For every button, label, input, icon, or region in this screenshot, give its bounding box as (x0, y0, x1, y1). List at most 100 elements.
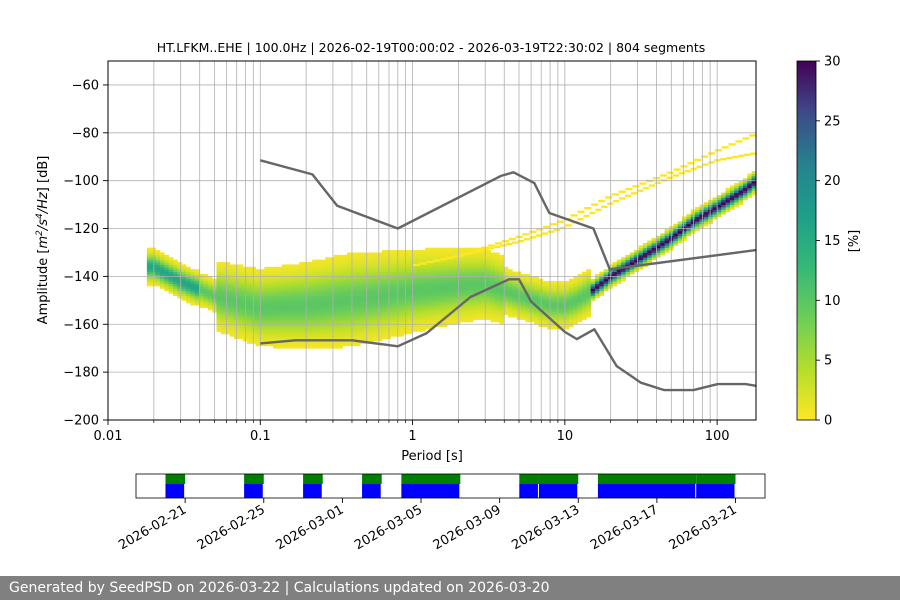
psd-density-cell (294, 276, 300, 280)
psd-density-cell (399, 321, 404, 325)
psd-density-cell (434, 269, 439, 273)
psd-density-cell (333, 329, 339, 332)
psd-density-cell (377, 252, 383, 256)
psd-density-cell (490, 305, 496, 308)
psd-density-cell (394, 329, 400, 332)
psd-density-cell (529, 236, 537, 239)
psd-density-cell (290, 285, 296, 289)
psd-density-cell (583, 214, 590, 218)
psd-density-cell (699, 204, 705, 208)
psd-density-cell (338, 283, 344, 287)
psd-density-cell (338, 312, 344, 316)
psd-density-cell (342, 333, 348, 337)
psd-density-cell (420, 271, 426, 275)
psd-density-cell (560, 283, 565, 287)
psd-density-cell (525, 300, 531, 304)
psd-density-cell (399, 257, 404, 261)
psd-density-cell (264, 312, 270, 316)
psd-density-cell (381, 274, 387, 277)
psd-density-cell (595, 288, 600, 292)
psd-density-cell (429, 247, 435, 251)
psd-density-cell (190, 285, 196, 289)
psd-density-cell (434, 262, 439, 265)
psd-density-cell (242, 288, 248, 292)
psd-density-cell (412, 263, 420, 267)
psd-density-cell (682, 223, 687, 227)
psd-density-cell (394, 278, 400, 282)
psd-density-cell (199, 274, 204, 277)
psd-density-cell (447, 319, 452, 323)
psd-density-cell (447, 281, 452, 284)
psd-density-cell (486, 252, 491, 256)
psd-density-cell (412, 314, 418, 318)
psd-density-cell (577, 297, 583, 301)
psd-density-cell (255, 329, 261, 332)
psd-density-cell (477, 312, 483, 316)
psd-density-cell (207, 285, 213, 289)
psd-density-cell (425, 317, 431, 320)
psd-density-cell (368, 264, 374, 268)
psd-density-cell (333, 262, 339, 265)
psd-density-cell (386, 307, 391, 311)
psd-density-cell (742, 137, 750, 140)
psd-density-cell (573, 293, 579, 296)
psd-density-cell (273, 312, 278, 316)
psd-density-cell (568, 293, 574, 296)
psd-density-cell (664, 235, 670, 239)
psd-density-cell (186, 274, 191, 277)
psd-density-cell (416, 290, 422, 294)
psd-density-cell (351, 274, 357, 277)
psd-density-cell (547, 326, 552, 330)
psd-density-cell (373, 252, 378, 256)
psd-density-cell (725, 206, 731, 210)
psd-density-cell (325, 307, 331, 311)
psd-density-cell (333, 305, 339, 308)
psd-density-cell (394, 293, 400, 296)
psd-density-cell (634, 257, 639, 261)
psd-density-cell (407, 312, 413, 316)
psd-density-cell (286, 283, 291, 287)
psd-density-cell (233, 288, 239, 292)
psd-density-cell (325, 302, 331, 306)
psd-density-cell (299, 336, 304, 340)
psd-density-cell (616, 274, 622, 277)
psd-density-cell (325, 341, 331, 344)
psd-density-cell (268, 283, 274, 287)
psd-density-cell (190, 288, 196, 292)
psd-density-cell (499, 297, 505, 301)
psd-density-cell (438, 278, 444, 282)
psd-density-cell (233, 283, 239, 287)
psd-density-cell (281, 331, 287, 335)
psd-density-cell (316, 333, 322, 337)
psd-density-cell (290, 317, 296, 320)
psd-density-cell (416, 278, 422, 282)
psd-density-cell (438, 290, 444, 294)
psd-density-cell (381, 297, 387, 301)
psd-density-cell (499, 271, 505, 275)
psd-density-cell (199, 305, 204, 308)
psd-density-cell (477, 254, 483, 258)
psd-density-cell (299, 324, 304, 328)
psd-density-cell (320, 305, 326, 308)
psd-density-cell (299, 333, 304, 337)
psd-density-cell (416, 252, 422, 256)
psd-density-cell (312, 309, 317, 313)
psd-density-cell (381, 290, 387, 294)
psd-density-cell (307, 312, 313, 316)
psd-density-cell (595, 285, 600, 289)
psd-density-cell (268, 285, 274, 289)
psd-density-cell (381, 305, 387, 308)
psd-density-cell (342, 285, 348, 289)
timeline-axis: 2026-02-21 2026-02-25 2026-03-01 2026-03-05… (116, 498, 740, 553)
psd-density-cell (320, 333, 326, 337)
psd-density-cell (307, 321, 313, 325)
psd-density-cell (481, 254, 487, 258)
psd-density-cell (386, 274, 391, 277)
psd-density-cell (233, 314, 239, 318)
psd-density-cell (420, 278, 426, 282)
psd-density-cell (725, 197, 731, 201)
psd-density-cell (590, 293, 596, 296)
psd-density-cell (629, 252, 635, 256)
psd-density-cell (229, 285, 235, 289)
psd-density-cell (494, 295, 500, 299)
